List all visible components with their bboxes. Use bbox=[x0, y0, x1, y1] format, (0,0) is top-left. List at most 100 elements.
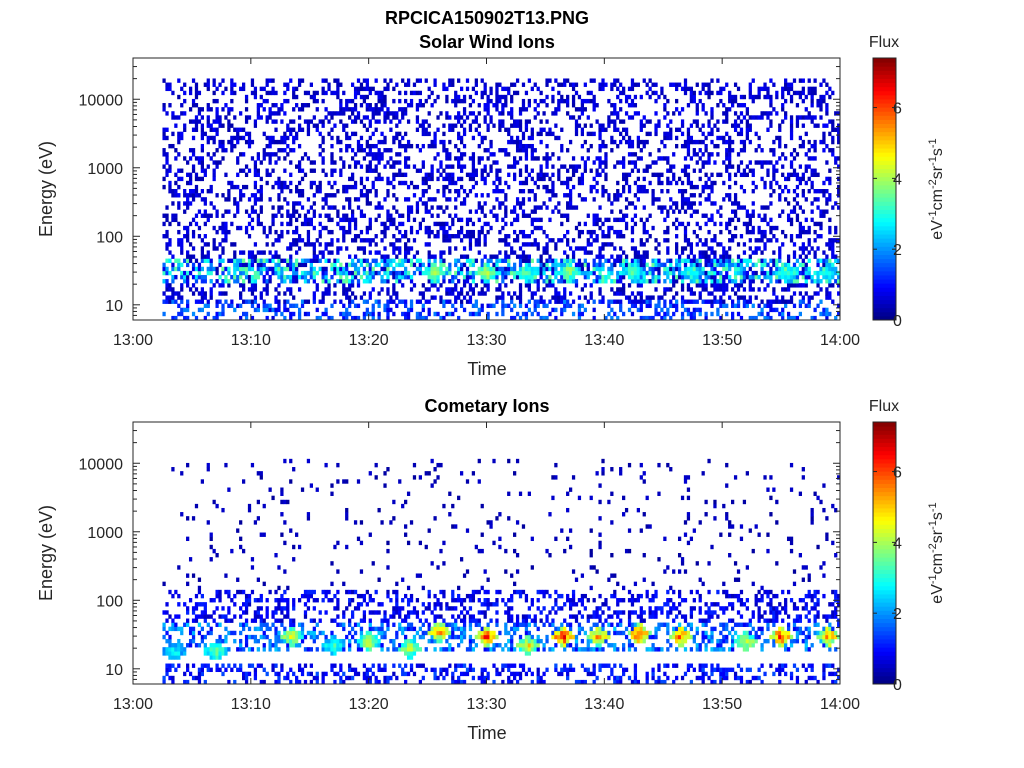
heatmap-cell bbox=[742, 139, 747, 145]
heatmap-cell bbox=[539, 225, 543, 231]
heatmap-cell bbox=[669, 279, 673, 284]
heatmap-cell bbox=[274, 307, 278, 313]
heatmap-cell bbox=[271, 242, 275, 247]
heatmap-cell bbox=[607, 115, 611, 120]
heatmap-cell bbox=[415, 266, 420, 272]
heatmap-cell bbox=[686, 205, 691, 210]
heatmap-cell bbox=[568, 303, 573, 309]
heatmap-cell bbox=[265, 78, 269, 83]
heatmap-cell bbox=[504, 270, 508, 276]
heatmap-cell bbox=[533, 307, 537, 313]
heatmap-cell bbox=[675, 299, 679, 304]
heatmap-cell bbox=[194, 221, 199, 227]
heatmap-cell bbox=[654, 197, 658, 202]
heatmap-cell bbox=[495, 82, 499, 87]
heatmap-cell bbox=[542, 279, 546, 284]
heatmap-cell bbox=[566, 103, 570, 108]
heatmap-cell bbox=[571, 270, 576, 276]
heatmap-cell bbox=[610, 242, 614, 247]
heatmap-cell bbox=[197, 307, 202, 313]
heatmap-cell bbox=[763, 242, 767, 247]
heatmap-cell bbox=[501, 148, 505, 153]
heatmap-cell bbox=[545, 246, 549, 251]
heatmap-cell bbox=[686, 197, 691, 202]
heatmap-cell bbox=[165, 266, 169, 272]
heatmap-cell bbox=[722, 274, 726, 280]
heatmap-cell bbox=[318, 242, 322, 247]
heatmap-cell bbox=[568, 193, 573, 198]
heatmap-cell bbox=[663, 229, 667, 235]
heatmap-cell bbox=[648, 213, 652, 218]
heatmap-cell bbox=[524, 303, 529, 309]
heatmap-cell bbox=[292, 213, 296, 218]
heatmap-cell bbox=[510, 270, 514, 276]
heatmap-cell bbox=[675, 246, 679, 251]
heatmap-cell bbox=[689, 258, 694, 263]
heatmap-cell bbox=[563, 307, 567, 313]
heatmap-cell bbox=[171, 299, 175, 304]
heatmap-cell bbox=[330, 168, 334, 173]
heatmap-cell bbox=[574, 246, 579, 251]
heatmap-cell bbox=[188, 180, 193, 186]
heatmap-cell bbox=[498, 287, 502, 292]
heatmap-cell bbox=[548, 176, 552, 182]
heatmap-cell bbox=[468, 189, 473, 194]
heatmap-cell bbox=[377, 148, 381, 153]
heatmap-cell bbox=[610, 209, 614, 214]
heatmap-cell bbox=[459, 254, 464, 259]
heatmap-cell bbox=[256, 152, 260, 157]
heatmap-cell bbox=[197, 270, 202, 276]
heatmap-cell bbox=[813, 189, 817, 194]
heatmap-cell bbox=[772, 152, 776, 157]
heatmap-cell bbox=[356, 143, 361, 149]
heatmap-cell bbox=[462, 152, 467, 157]
heatmap-cell bbox=[518, 270, 523, 276]
heatmap-cell bbox=[784, 86, 788, 92]
heatmap-cell bbox=[713, 287, 717, 292]
heatmap-cell bbox=[244, 107, 249, 112]
heatmap-cell bbox=[215, 303, 219, 309]
heatmap-cell bbox=[571, 205, 576, 210]
heatmap-cell bbox=[315, 189, 319, 194]
heatmap-cell bbox=[789, 234, 794, 239]
heatmap-cell bbox=[571, 164, 576, 169]
heatmap-cell bbox=[374, 299, 378, 304]
heatmap-cell bbox=[627, 94, 632, 100]
heatmap-cell bbox=[545, 184, 549, 190]
heatmap-cell bbox=[713, 295, 717, 300]
heatmap-cell bbox=[651, 197, 655, 202]
heatmap-cell bbox=[180, 168, 184, 173]
heatmap-cell bbox=[327, 258, 331, 263]
heatmap-cell bbox=[669, 164, 673, 169]
heatmap-cell bbox=[386, 254, 390, 259]
heatmap-cell bbox=[427, 311, 431, 317]
heatmap-cell bbox=[277, 303, 281, 309]
heatmap-cell bbox=[297, 127, 302, 132]
heatmap-cell bbox=[616, 111, 620, 116]
heatmap-cell bbox=[433, 274, 437, 280]
heatmap-cell bbox=[283, 274, 287, 280]
heatmap-cell bbox=[239, 266, 243, 272]
heatmap-cell bbox=[557, 262, 561, 268]
heatmap-cell bbox=[239, 197, 243, 202]
heatmap-cell bbox=[348, 254, 352, 259]
heatmap-cell bbox=[521, 270, 526, 276]
heatmap-cell bbox=[194, 287, 199, 292]
heatmap-cell bbox=[586, 115, 590, 120]
heatmap-cell bbox=[274, 299, 278, 304]
heatmap-cell bbox=[459, 238, 464, 243]
heatmap-cell bbox=[713, 266, 717, 272]
heatmap-cell bbox=[527, 307, 531, 313]
heatmap-cell bbox=[583, 164, 587, 169]
heatmap-cell bbox=[265, 242, 269, 247]
heatmap-cell bbox=[168, 86, 172, 92]
heatmap-cell bbox=[501, 291, 505, 296]
heatmap-cell bbox=[754, 94, 758, 100]
heatmap-cell bbox=[421, 127, 425, 132]
heatmap-cell bbox=[704, 213, 708, 218]
heatmap-cell bbox=[459, 184, 464, 190]
heatmap-cell bbox=[448, 234, 452, 239]
heatmap-cell bbox=[289, 266, 293, 272]
heatmap-cell bbox=[666, 209, 670, 214]
heatmap-cell bbox=[433, 283, 437, 288]
